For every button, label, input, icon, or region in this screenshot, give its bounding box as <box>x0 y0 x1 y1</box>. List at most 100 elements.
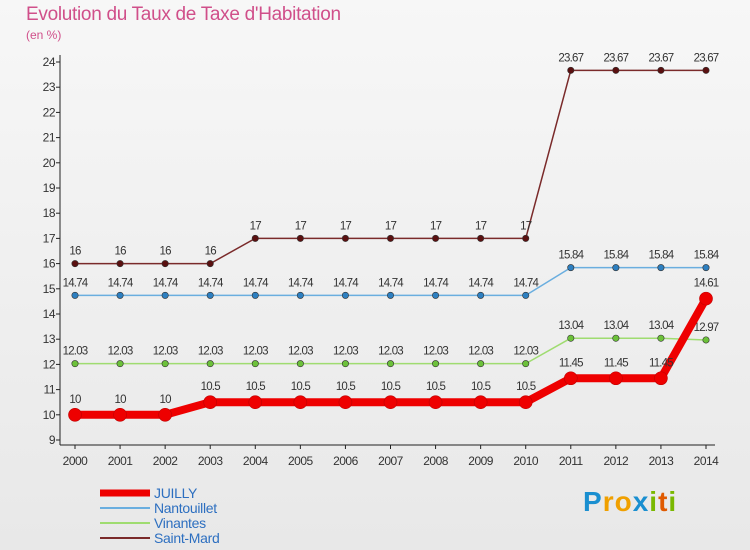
data-point <box>702 66 710 74</box>
chart-title: Evolution du Taux de Taxe d'Habitation <box>26 4 341 25</box>
y-tick-label: 17 <box>43 231 56 245</box>
x-tick-label: 2002 <box>153 454 179 468</box>
data-label: 14.74 <box>513 277 539 289</box>
data-label: 17 <box>520 220 532 232</box>
data-label: 10.5 <box>201 381 221 393</box>
data-point <box>251 234 259 242</box>
data-point <box>248 395 263 410</box>
x-tick-label: 2010 <box>513 454 539 468</box>
data-label: 11.45 <box>649 357 673 369</box>
y-tick-label: 16 <box>43 257 56 271</box>
data-label: 12.03 <box>243 346 268 358</box>
data-label: 16 <box>205 246 217 258</box>
data-label: 15.84 <box>603 250 629 262</box>
x-tick-label: 2011 <box>559 454 584 468</box>
data-point <box>251 291 259 299</box>
data-point <box>522 234 530 242</box>
y-tick-label: 11 <box>44 383 56 397</box>
data-point <box>473 395 488 410</box>
data-label: 12.03 <box>63 346 88 358</box>
data-label: 12.03 <box>513 346 538 358</box>
data-label: 11.45 <box>559 357 583 369</box>
data-label: 16 <box>160 246 172 258</box>
data-point <box>518 395 533 410</box>
data-point <box>71 260 79 268</box>
data-point <box>522 291 530 299</box>
data-label: 14.74 <box>198 277 224 289</box>
data-point <box>251 360 259 368</box>
y-tick-label: 18 <box>43 206 56 220</box>
logo-letter: x <box>632 486 650 517</box>
data-point <box>477 291 485 299</box>
data-point <box>341 360 349 368</box>
data-label: 13.04 <box>603 320 629 332</box>
data-point <box>612 264 620 272</box>
x-tick-label: 2013 <box>649 454 675 468</box>
data-point <box>296 360 304 368</box>
data-point <box>296 291 304 299</box>
x-tick-label: 2003 <box>198 454 224 468</box>
logo-letter: o <box>614 486 633 517</box>
data-label: 15.84 <box>694 250 720 262</box>
y-tick-label: 15 <box>43 282 56 296</box>
data-label: 17 <box>295 220 307 232</box>
data-label: 14.74 <box>63 277 89 289</box>
data-label: 14.61 <box>694 278 719 290</box>
data-point <box>477 360 485 368</box>
legend-label: Nantouillet <box>154 500 217 516</box>
data-point <box>293 395 308 410</box>
data-point <box>612 66 620 74</box>
data-point <box>206 291 214 299</box>
data-point <box>702 336 710 344</box>
data-label: 14.74 <box>108 277 134 289</box>
data-point <box>206 360 214 368</box>
data-point <box>161 360 169 368</box>
data-label: 11.45 <box>604 357 628 369</box>
data-label: 15.84 <box>649 250 675 262</box>
data-point <box>71 360 79 368</box>
data-label: 12.03 <box>378 346 403 358</box>
data-label: 17 <box>430 220 442 232</box>
data-label: 12.97 <box>694 322 719 334</box>
data-point <box>657 334 665 342</box>
data-point <box>296 234 304 242</box>
y-tick-label: 24 <box>43 55 56 69</box>
proxiti-logo: Proxiti <box>583 486 677 518</box>
y-tick-label: 12 <box>43 357 56 371</box>
data-point <box>158 407 172 422</box>
data-label: 23.67 <box>694 52 719 64</box>
logo-letter: i <box>668 486 678 517</box>
x-tick-label: 2000 <box>63 454 89 468</box>
data-point <box>341 291 349 299</box>
x-tick-label: 2007 <box>378 454 404 468</box>
data-label: 14.74 <box>333 277 359 289</box>
data-label: 12.03 <box>288 346 313 358</box>
data-label: 13.04 <box>649 320 675 332</box>
data-label: 12.03 <box>423 346 448 358</box>
data-label: 10.5 <box>516 381 536 393</box>
data-point <box>386 360 394 368</box>
data-point <box>161 260 169 268</box>
data-label: 12.03 <box>153 346 178 358</box>
data-point <box>612 334 620 342</box>
data-label: 10 <box>69 394 81 406</box>
data-label: 10.5 <box>291 381 311 393</box>
data-label: 12.03 <box>108 346 133 358</box>
data-point <box>702 264 710 272</box>
data-point <box>428 395 443 410</box>
logo-letter: t <box>658 486 669 517</box>
logo-letter: r <box>602 486 615 517</box>
data-label: 16 <box>69 246 81 258</box>
data-label: 10.5 <box>381 381 401 393</box>
data-label: 23.67 <box>603 52 628 64</box>
data-label: 14.74 <box>468 277 494 289</box>
data-label: 14.74 <box>153 277 179 289</box>
data-label: 10 <box>160 394 172 406</box>
data-label: 17 <box>385 220 397 232</box>
data-label: 10.5 <box>336 381 356 393</box>
data-point <box>383 395 398 410</box>
data-label: 16 <box>114 246 126 258</box>
data-label: 14.74 <box>378 277 404 289</box>
logo-letter: i <box>649 486 659 517</box>
